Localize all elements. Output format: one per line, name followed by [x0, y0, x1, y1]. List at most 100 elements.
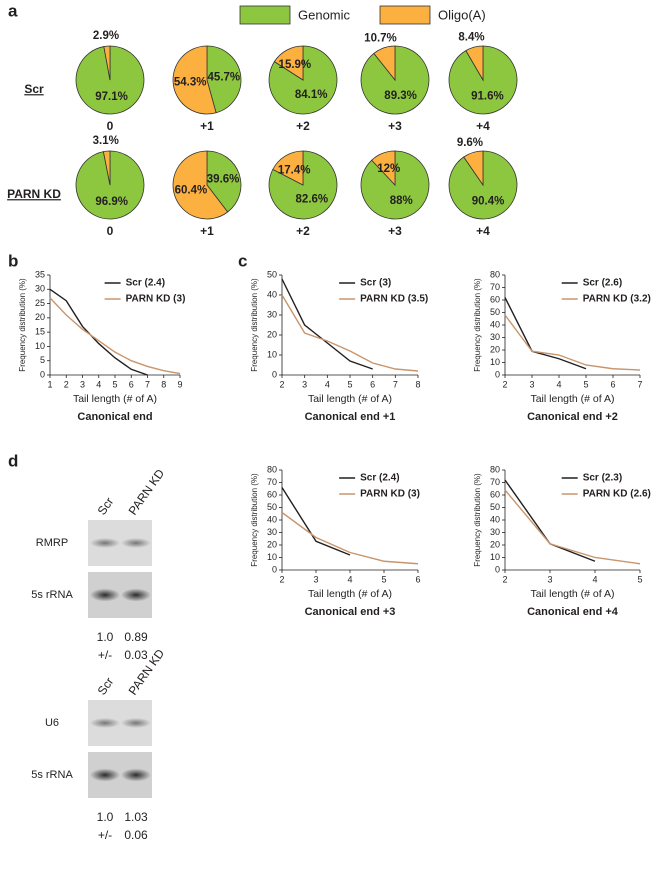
legend-label: Oligo(A): [438, 7, 486, 22]
pie-label: +4: [476, 119, 490, 133]
y-tick-label: 40: [267, 514, 277, 524]
value-label: 82.6%: [296, 194, 329, 206]
pie-slice: [272, 150, 304, 186]
blot-band: [90, 718, 120, 728]
pie-label: +2: [296, 224, 310, 238]
panel-label: c: [238, 251, 247, 270]
y-tick-label: 10: [267, 349, 277, 359]
value-label: 39.6%: [207, 174, 240, 186]
y-tick-label: 40: [490, 514, 500, 524]
pie-label: +1: [200, 119, 214, 133]
quantification: 0.89: [124, 630, 148, 644]
series-line: [504, 479, 596, 562]
band-label: U6: [45, 717, 59, 729]
chart-title: Canonical end +1: [305, 411, 396, 423]
legend-label: PARN KD (3): [126, 294, 186, 305]
pie-slice: [102, 150, 111, 186]
panel-label: d: [8, 451, 18, 470]
value-label: 2.9%: [93, 30, 119, 42]
pie-slice: [103, 45, 111, 81]
x-tick-label: 9: [177, 379, 182, 389]
chart-title: Canonical end +3: [305, 606, 396, 618]
x-axis-label: Tail length (# of A): [530, 588, 614, 600]
value-label: 88%: [390, 195, 413, 207]
quantification: 1.0: [97, 630, 114, 644]
y-tick-label: 25: [35, 298, 45, 308]
y-tick-label: 20: [490, 539, 500, 549]
value-label: 89.3%: [384, 90, 417, 102]
series-line: [504, 314, 641, 371]
blot-band: [90, 538, 120, 548]
value-label: 8.4%: [458, 32, 484, 44]
band-label: 5s rRNA: [31, 769, 73, 781]
y-axis-label: Frequency distribution (%): [473, 473, 482, 567]
y-tick-label: 80: [490, 269, 500, 279]
x-tick-label: 6: [129, 379, 134, 389]
x-tick-label: 4: [556, 379, 561, 389]
y-tick-label: 20: [35, 312, 45, 322]
x-tick-label: 2: [64, 379, 69, 389]
x-tick-label: 2: [502, 379, 507, 389]
pie-label: +1: [200, 224, 214, 238]
pie-slice: [465, 45, 484, 82]
series-line: [504, 297, 587, 370]
pie-label: +3: [388, 224, 402, 238]
pie-slice: [172, 45, 217, 115]
y-tick-label: 30: [490, 332, 500, 342]
y-tick-label: 30: [35, 284, 45, 294]
legend-swatch: [239, 5, 291, 25]
blot-band: [121, 588, 151, 602]
series-line: [504, 489, 641, 565]
series-line: [281, 487, 351, 556]
x-tick-label: 7: [145, 379, 150, 389]
x-tick-label: 1: [47, 379, 52, 389]
legend-label: Scr (2.6): [583, 278, 622, 289]
value-label: 15.9%: [279, 59, 312, 71]
panel-label: b: [8, 251, 18, 270]
y-tick-label: 0: [40, 369, 45, 379]
panel-label: a: [8, 1, 18, 20]
pie-slice: [373, 45, 396, 82]
pie-label: 0: [107, 224, 114, 238]
x-tick-label: 3: [529, 379, 534, 389]
series-line: [281, 294, 419, 372]
value-label: 12%: [377, 163, 400, 175]
y-axis-label: Frequency distribution (%): [473, 278, 482, 372]
pie-slice: [206, 150, 242, 213]
value-label: 3.1%: [93, 135, 119, 147]
y-tick-label: 10: [267, 552, 277, 562]
y-axis-label: Frequency distribution (%): [250, 473, 259, 567]
value-label: 96.9%: [95, 196, 128, 208]
y-tick-label: 30: [490, 527, 500, 537]
x-tick-label: 2: [279, 379, 284, 389]
lane-label: PARN KD: [126, 466, 168, 517]
series-line: [49, 297, 181, 375]
band-label: RMRP: [36, 537, 68, 549]
legend-label: PARN KD (2.6): [583, 489, 651, 500]
y-tick-label: 60: [490, 489, 500, 499]
blot-band: [90, 588, 120, 602]
lane-label: Scr: [95, 675, 117, 698]
x-tick-label: 6: [370, 379, 375, 389]
band-label: 5s rRNA: [31, 589, 73, 601]
x-tick-label: 4: [347, 574, 352, 584]
series-line: [281, 278, 373, 370]
y-tick-label: 10: [35, 341, 45, 351]
y-tick-label: 40: [490, 319, 500, 329]
legend-label: PARN KD (3): [360, 489, 420, 500]
x-tick-label: 2: [279, 574, 284, 584]
blot-band: [121, 538, 151, 548]
chart-title: Canonical end: [77, 411, 152, 423]
y-tick-label: 10: [490, 552, 500, 562]
x-tick-label: 8: [415, 379, 420, 389]
y-tick-label: 70: [490, 477, 500, 487]
pie-label: +2: [296, 119, 310, 133]
legend-label: PARN KD (3.2): [583, 294, 651, 305]
x-tick-label: 6: [415, 574, 420, 584]
pie-slice: [463, 150, 484, 187]
value-label: 91.6%: [471, 90, 504, 102]
blot-band: [121, 718, 151, 728]
x-tick-label: 2: [502, 574, 507, 584]
